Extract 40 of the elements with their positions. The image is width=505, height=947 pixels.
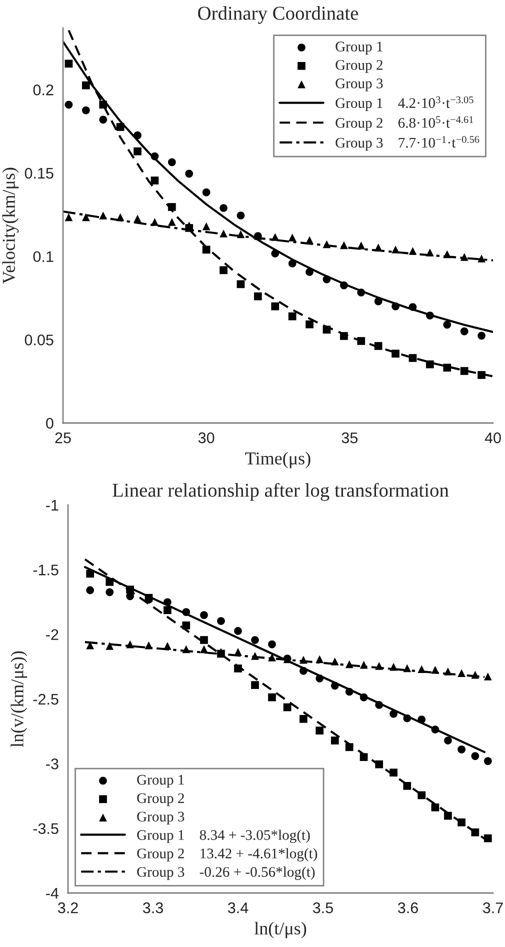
y-axis-title: Velocity(km/μs) (2, 168, 19, 284)
y-tick-label: 0.05 (24, 334, 54, 346)
x-tick-label: 3.7 (482, 902, 503, 914)
chart-title: Ordinary Coordinate (198, 6, 358, 24)
legend-label: Group 1 (336, 42, 382, 54)
legend-label: Group 1 4.2·10$^{3}$·t$^{−3.05}$ (336, 96, 474, 111)
legend-label: Group 2 13.42 + -4.61*log(t) (137, 848, 318, 862)
x-tick-label: 3.6 (398, 902, 418, 914)
y-tick-label: -3 (46, 758, 58, 770)
legend-label: Group 3 -0.26 + -0.56*log(t) (137, 866, 315, 880)
x-tick-label: 40 (484, 432, 501, 444)
y-tick-label: -3.5 (33, 823, 58, 834)
legend-label: Group 2 (336, 60, 382, 73)
x-tick-label: 30 (198, 432, 214, 444)
y-tick-label: 0.15 (24, 168, 54, 179)
legend-label: Group 2 (137, 793, 184, 806)
x-tick-label: 35 (342, 432, 358, 444)
legend-label: Group 3 (137, 812, 184, 824)
x-axis-title: ln(t/μs) (254, 922, 306, 938)
y-tick-label: -1.5 (33, 564, 58, 576)
y-tick-label: 0.2 (33, 84, 54, 96)
x-tick-label: 3.3 (142, 902, 163, 914)
legend-label: Group 3 (336, 78, 383, 92)
y-tick-label: -2 (46, 629, 58, 640)
x-tick-label: 3.2 (58, 902, 78, 914)
chart-title: Linear relationship after log transformation (112, 482, 449, 501)
x-tick-label: 3.4 (228, 902, 248, 914)
x-axis-title: Time(μs) (245, 452, 310, 468)
legend-label: Group 1 (137, 774, 184, 788)
y-tick-label: -4 (46, 888, 59, 899)
y-tick-label: 0 (46, 418, 54, 429)
y-axis-title: ln(v/(km/μs)) (10, 651, 28, 748)
legend-label: Group 2 6.8·10$^{5}$·t$^{−4.61}$ (336, 116, 474, 131)
legend-label: Group 3 7.7·10$^{−1}$·t$^{−0.56}$ (336, 136, 480, 151)
y-tick-label: 0.1 (33, 251, 54, 262)
x-tick-label: 25 (55, 432, 71, 444)
y-tick-label: -2.5 (33, 694, 58, 705)
y-tick-label: -1 (46, 500, 58, 511)
x-tick-label: 3.5 (312, 902, 333, 914)
legend-label: Group 1 8.34 + -3.05*log(t) (137, 830, 310, 843)
